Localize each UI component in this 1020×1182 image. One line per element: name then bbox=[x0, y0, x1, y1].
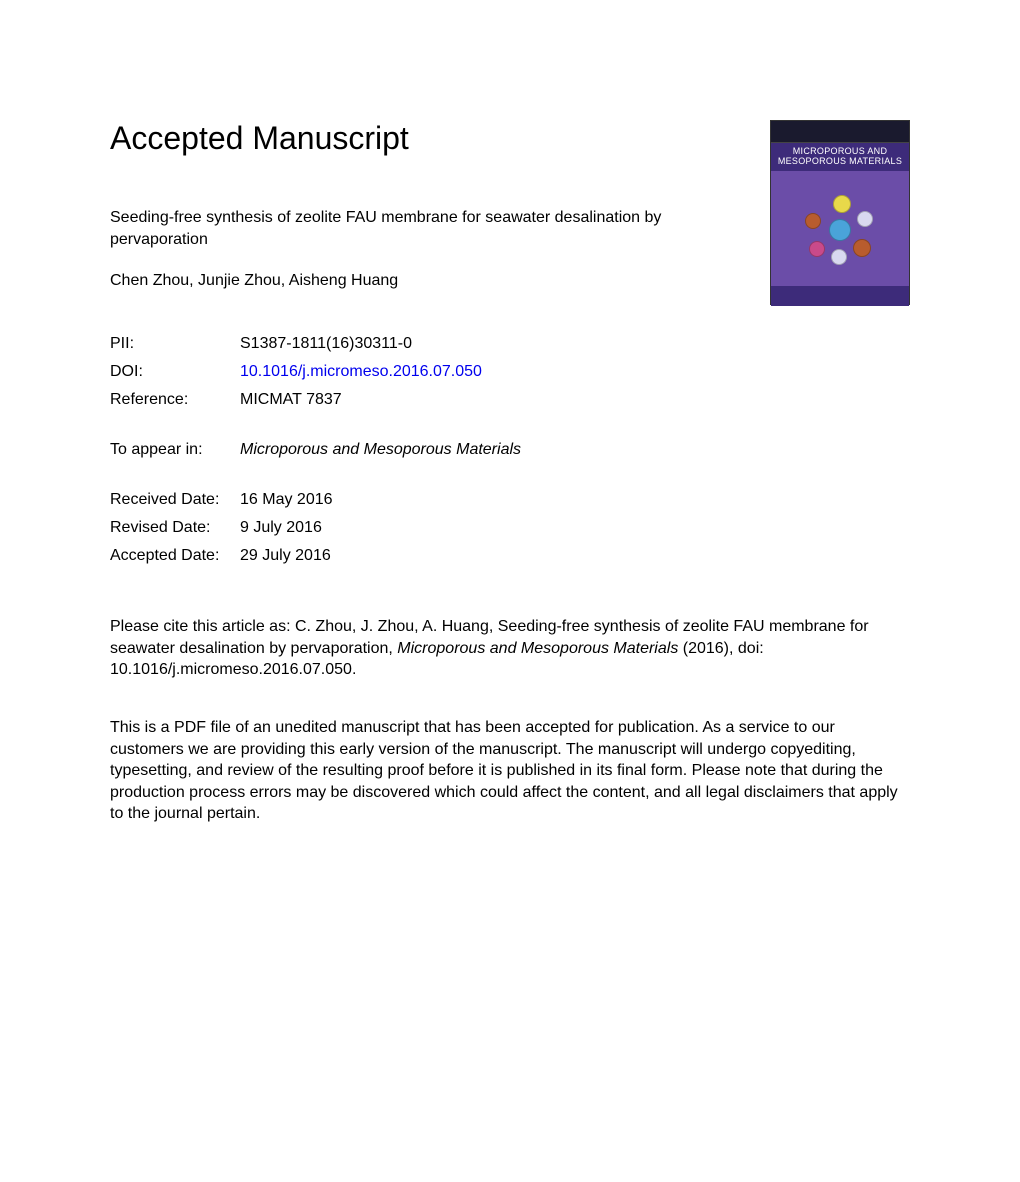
article-title: Seeding-free synthesis of zeolite FAU me… bbox=[110, 207, 700, 250]
pii-value: S1387-1811(16)30311-0 bbox=[240, 330, 521, 358]
pii-label: PII: bbox=[110, 330, 240, 358]
citation-text: Please cite this article as: C. Zhou, J.… bbox=[110, 616, 910, 681]
reference-row: Reference: MICMAT 7837 bbox=[110, 386, 521, 414]
received-value: 16 May 2016 bbox=[240, 486, 521, 514]
appear-value: Microporous and Mesoporous Materials bbox=[240, 436, 521, 464]
journal-cover-thumbnail: MICROPOROUS AND MESOPOROUS MATERIALS bbox=[770, 120, 910, 305]
doi-row: DOI: 10.1016/j.micromeso.2016.07.050 bbox=[110, 358, 521, 386]
molecule-icon bbox=[795, 183, 885, 273]
accepted-label: Accepted Date: bbox=[110, 542, 240, 570]
doi-link[interactable]: 10.1016/j.micromeso.2016.07.050 bbox=[240, 363, 482, 380]
doi-label: DOI: bbox=[110, 358, 240, 386]
revised-row: Revised Date: 9 July 2016 bbox=[110, 514, 521, 542]
accepted-row: Accepted Date: 29 July 2016 bbox=[110, 542, 521, 570]
accepted-manuscript-page: MICROPOROUS AND MESOPOROUS MATERIALS Acc… bbox=[0, 0, 1020, 885]
appear-row: To appear in: Microporous and Mesoporous… bbox=[110, 436, 521, 464]
citation-journal: Microporous and Mesoporous Materials bbox=[397, 640, 678, 657]
cover-artwork bbox=[771, 171, 909, 286]
reference-value: MICMAT 7837 bbox=[240, 386, 521, 414]
disclaimer-text: This is a PDF file of an unedited manusc… bbox=[110, 717, 910, 825]
revised-label: Revised Date: bbox=[110, 514, 240, 542]
accepted-value: 29 July 2016 bbox=[240, 542, 521, 570]
cover-topbar bbox=[771, 121, 909, 143]
pii-row: PII: S1387-1811(16)30311-0 bbox=[110, 330, 521, 358]
received-row: Received Date: 16 May 2016 bbox=[110, 486, 521, 514]
cover-title-band: MICROPOROUS AND MESOPOROUS MATERIALS bbox=[771, 143, 909, 171]
revised-value: 9 July 2016 bbox=[240, 514, 521, 542]
cover-topbar-text bbox=[775, 129, 776, 134]
reference-label: Reference: bbox=[110, 386, 240, 414]
appear-label: To appear in: bbox=[110, 436, 240, 464]
cover-footer-band bbox=[771, 286, 909, 306]
received-label: Received Date: bbox=[110, 486, 240, 514]
metadata-table: PII: S1387-1811(16)30311-0 DOI: 10.1016/… bbox=[110, 330, 521, 570]
cover-title-line2: MESOPOROUS MATERIALS bbox=[773, 157, 907, 167]
